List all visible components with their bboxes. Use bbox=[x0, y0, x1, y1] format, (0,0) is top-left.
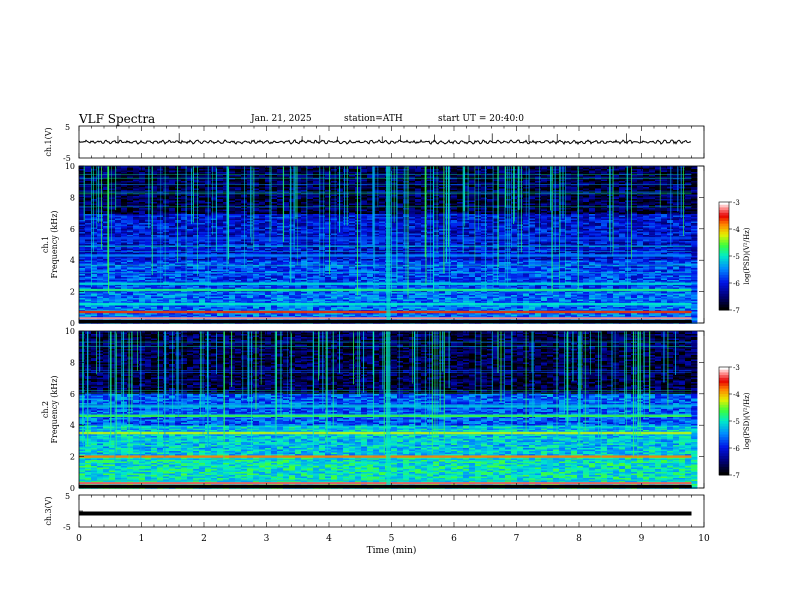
x-tick-label: 5 bbox=[389, 534, 395, 544]
colorbar-tick-label: -4 bbox=[733, 391, 740, 399]
x-tick-label: 9 bbox=[639, 534, 645, 544]
colorbar-tick-label: -5 bbox=[733, 253, 740, 261]
y-tick-label: 8 bbox=[70, 193, 75, 202]
x-tick-label: 6 bbox=[451, 534, 457, 544]
frequency-band bbox=[79, 237, 692, 239]
y-tick-label: 6 bbox=[70, 225, 75, 234]
frequency-band bbox=[79, 432, 692, 434]
frequency-band bbox=[79, 283, 692, 285]
frequency-band bbox=[79, 405, 692, 407]
colorbar-tick-label: -3 bbox=[733, 199, 740, 207]
colorbar-tick-label: -7 bbox=[733, 472, 740, 480]
x-axis-label: Time (min) bbox=[367, 545, 417, 556]
x-tick-label: 3 bbox=[264, 534, 270, 544]
y-tick-label: 2 bbox=[70, 453, 75, 462]
x-tick-label: 0 bbox=[76, 534, 82, 544]
y-axis-label: Frequency (kHz) bbox=[50, 210, 59, 278]
x-tick-label: 4 bbox=[326, 534, 332, 544]
colorbar-tick-label: -3 bbox=[733, 364, 740, 372]
colorbar-tick-label: -7 bbox=[733, 307, 740, 315]
event-burst bbox=[386, 331, 390, 488]
frequency-band bbox=[79, 482, 692, 484]
x-tick-label: 2 bbox=[201, 534, 207, 544]
channel-label: ch.2 bbox=[41, 401, 50, 418]
frequency-band bbox=[79, 455, 692, 457]
colorbar-label: log(PSD)(V²/Hz) bbox=[743, 392, 751, 449]
event-burst bbox=[386, 166, 390, 323]
frequency-band bbox=[79, 317, 692, 319]
y-tick-label: 2 bbox=[70, 288, 75, 297]
y-axis-label: Frequency (kHz) bbox=[50, 375, 59, 443]
y-tick-label: 5 bbox=[65, 123, 70, 132]
y-tick-label: 4 bbox=[70, 256, 75, 265]
channel-label: ch.1 bbox=[41, 236, 50, 253]
frequency-band bbox=[79, 254, 692, 256]
colorbar-tick-label: -4 bbox=[733, 226, 740, 234]
colorbar-tick-label: -5 bbox=[733, 418, 740, 426]
frequency-band bbox=[79, 303, 692, 305]
y-tick-label: 10 bbox=[65, 162, 75, 171]
y-tick-label: 4 bbox=[70, 421, 75, 430]
y-tick-label: 10 bbox=[65, 327, 75, 336]
y-tick-label: 8 bbox=[70, 358, 75, 367]
colorbar-tick-label: -6 bbox=[733, 445, 740, 453]
colorbar-tick-label: -6 bbox=[733, 280, 740, 288]
frequency-band bbox=[79, 289, 692, 291]
y-axis-label: ch.1(V) bbox=[44, 127, 53, 156]
x-tick-label: 8 bbox=[576, 534, 582, 544]
y-tick-label: 0 bbox=[70, 484, 75, 493]
waveform-trace bbox=[79, 140, 691, 144]
y-axis-label: ch.3(V) bbox=[44, 496, 53, 525]
y-tick-label: 5 bbox=[65, 492, 70, 501]
x-tick-label: 10 bbox=[698, 534, 710, 544]
y-tick-label: -5 bbox=[63, 523, 71, 532]
spectrogram-2 bbox=[79, 331, 697, 489]
x-tick-label: 1 bbox=[139, 534, 145, 544]
low-freq-strip bbox=[79, 485, 692, 488]
low-freq-strip bbox=[79, 320, 692, 323]
spectrogram-1 bbox=[79, 166, 697, 324]
colorbar-label: log(PSD)(V²/Hz) bbox=[743, 227, 751, 284]
x-tick-label: 7 bbox=[514, 534, 520, 544]
y-tick-label: 6 bbox=[70, 390, 75, 399]
frequency-band bbox=[79, 311, 692, 313]
